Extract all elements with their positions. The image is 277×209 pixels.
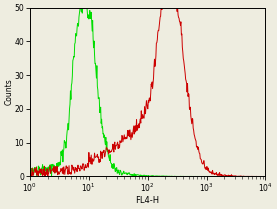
X-axis label: FL4-H: FL4-H <box>135 196 160 205</box>
Y-axis label: Counts: Counts <box>4 79 13 106</box>
